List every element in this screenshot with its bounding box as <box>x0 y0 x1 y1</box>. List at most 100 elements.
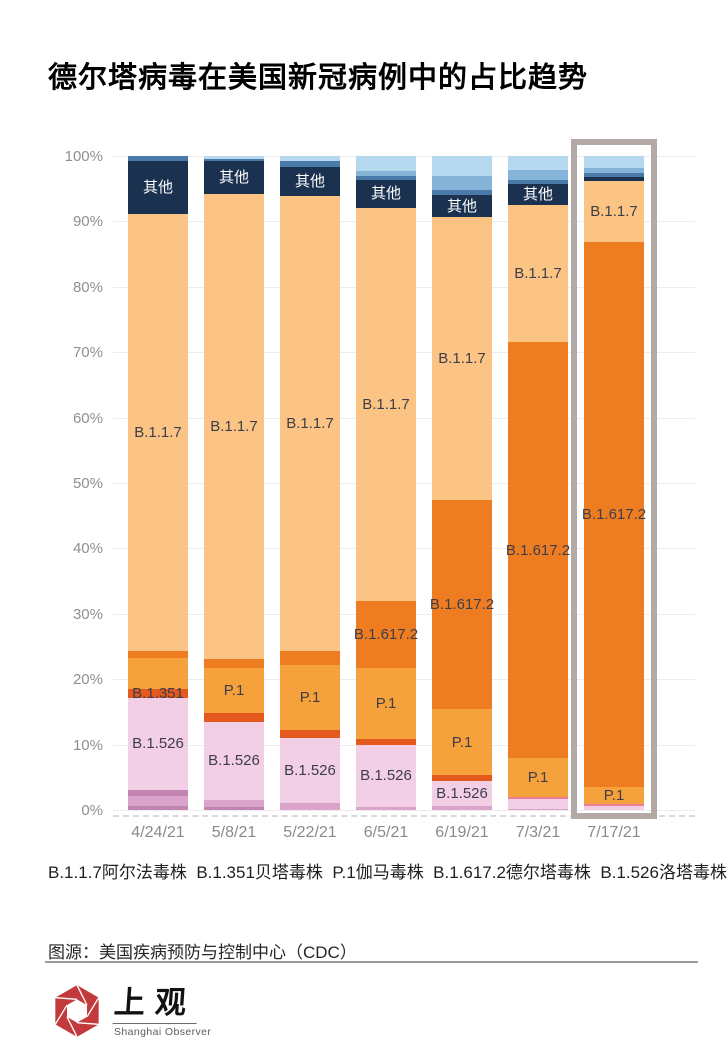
segment-blue_med <box>432 176 492 191</box>
segment-P.1 <box>128 658 188 690</box>
segment-B.1.1.7: B.1.1.7 <box>128 213 188 652</box>
segment-label: B.1.1.7 <box>514 264 562 282</box>
y-tick-label: 30% <box>72 605 103 623</box>
segment-label: B.1.526 <box>360 767 412 785</box>
segment-其他: 其他 <box>432 195 492 217</box>
gridline <box>113 810 695 811</box>
segment-label: B.1.617.2 <box>353 625 419 643</box>
segment-P.1: P.1 <box>508 758 568 797</box>
segment-B.1.617.2 <box>280 651 340 665</box>
segment-misc <box>508 808 568 810</box>
segment-label: 其他 <box>218 169 249 187</box>
segment-B.1.617.2 <box>204 658 264 669</box>
segment-blue_dark <box>584 173 644 177</box>
segment-其他: 其他 <box>128 160 188 214</box>
segment-B.1.526: B.1.526 <box>204 721 264 801</box>
segment-label: P.1 <box>299 689 321 707</box>
segment-P.1: P.1 <box>204 668 264 714</box>
segment-B.1.617.2: B.1.617.2 <box>582 241 646 788</box>
segment-B.1.1.7: B.1.1.7 <box>204 193 264 659</box>
y-tick-label: 100% <box>64 148 103 165</box>
segment-label: B.1.526 <box>208 752 260 770</box>
x-tick-label: 5/8/21 <box>211 824 257 841</box>
segment-B.1.617.2: B.1.617.2 <box>353 600 419 669</box>
bar-6/5/21: B.1.526 P.1 B.1.617.2 B.1.1.7 其他 <box>353 156 419 810</box>
segment-B.1.526 <box>584 806 644 810</box>
segment-其他: 其他 <box>204 161 264 194</box>
segment-label: B.1.617.2 <box>505 541 571 559</box>
logo-en-text: Shanghai Observer <box>114 1026 212 1039</box>
segment-label: B.1.1.7 <box>438 349 486 367</box>
bar-6/19/21: B.1.526 P.1 B.1.617.2 B.1.1.7 其他 <box>429 156 495 810</box>
segment-blue_med <box>356 171 416 176</box>
segment-B.1.526 <box>508 798 568 809</box>
x-tick-label: 7/3/21 <box>515 824 561 841</box>
segment-label: B.1.526 <box>436 785 488 803</box>
y-tick-label: 80% <box>72 278 103 296</box>
segment-blue_light <box>508 156 568 170</box>
y-tick-label: 0% <box>81 802 103 819</box>
source-note: 图源：美国疾病预防与控制中心（CDC） <box>48 943 357 962</box>
segment-label: B.1.1.7 <box>134 423 182 441</box>
segment-label: B.1.526 <box>284 762 336 780</box>
segment-B.1.351 <box>356 739 416 745</box>
x-tick-label: 6/5/21 <box>363 824 409 841</box>
segment-B.1.617.2 <box>128 651 188 659</box>
segment-misc <box>204 800 264 808</box>
segment-B.1.617.2: B.1.617.2 <box>505 341 571 759</box>
segment-label: 其他 <box>142 178 173 196</box>
x-tick-label: 5/22/21 <box>283 824 337 841</box>
logo-cn-text: 上观 <box>112 984 200 1025</box>
y-tick-label: 40% <box>72 540 103 558</box>
y-tick-label: 50% <box>72 475 103 492</box>
segment-misc <box>128 806 188 810</box>
segment-B.1.526: B.1.526 <box>356 744 416 807</box>
shanghai-observer-logo: 上观 Shanghai Observer <box>52 984 211 1038</box>
segment-label: P.1 <box>451 733 473 751</box>
y-tick-label: 20% <box>72 671 103 689</box>
segment-label: 其他 <box>522 186 553 204</box>
segment-label: 其他 <box>446 197 477 215</box>
segment-blue_dark <box>280 161 340 167</box>
segment-B.1.617.2: B.1.617.2 <box>429 500 495 709</box>
segment-blue_light <box>204 156 264 159</box>
segment-label: P.1 <box>375 695 397 713</box>
segment-blue_light <box>280 156 340 162</box>
chart-title: 德尔塔病毒在美国新冠病例中的占比趋势 <box>48 62 589 94</box>
segment-label: B.1.1.7 <box>210 417 258 435</box>
segment-B.1.1.7: B.1.1.7 <box>508 205 568 342</box>
segment-B.1.351 <box>432 775 492 782</box>
segment-label: P.1 <box>223 682 245 700</box>
segment-B.1.351 <box>280 730 340 739</box>
x-tick-label: 4/24/21 <box>131 824 185 841</box>
stacked-bar-chart: 100% 90% 80% 70% 60% 50% 40% 30% 20% 10% 0% B.1.526… <box>65 139 695 841</box>
x-axis-line <box>113 815 695 817</box>
divider <box>45 961 698 963</box>
segment-P.1: P.1 <box>432 708 492 776</box>
segment-其他 <box>584 176 644 181</box>
segment-B.1.1.7: B.1.1.7 <box>356 208 416 601</box>
segment-B.1.351 <box>204 713 264 722</box>
bar-4/24/21: B.1.526 B.1.351 B.1.1.7 其他 <box>128 156 188 810</box>
segment-blue_med <box>584 167 644 174</box>
highlight-frame <box>571 139 657 819</box>
bar-7/3/21: P.1 B.1.617.2 B.1.1.7 其他 <box>505 156 571 810</box>
segment-misc <box>128 789 188 796</box>
segment-misc <box>432 806 492 810</box>
y-tick-label: 70% <box>72 344 103 362</box>
segment-blue_dark <box>128 156 188 161</box>
segment-B.1.351 <box>584 804 644 807</box>
segment-blue_med <box>508 169 568 181</box>
bar-5/8/21: B.1.526 P.1 B.1.1.7 其他 <box>204 156 264 810</box>
aperture-logo-icon <box>54 984 100 1038</box>
segment-blue_dark <box>432 190 492 196</box>
bar-5/22/21: B.1.526 P.1 B.1.1.7 其他 <box>280 156 340 810</box>
segment-blue_light <box>432 156 492 177</box>
segment-label: 其他 <box>294 172 325 190</box>
segment-label: B.1.1.7 <box>362 396 410 414</box>
segment-B.1.1.7: B.1.1.7 <box>280 195 340 652</box>
segment-label: B.1.617.2 <box>429 595 495 613</box>
segment-blue_light <box>356 156 416 172</box>
y-tick-label: 60% <box>72 409 103 427</box>
segment-P.1: P.1 <box>356 668 416 740</box>
